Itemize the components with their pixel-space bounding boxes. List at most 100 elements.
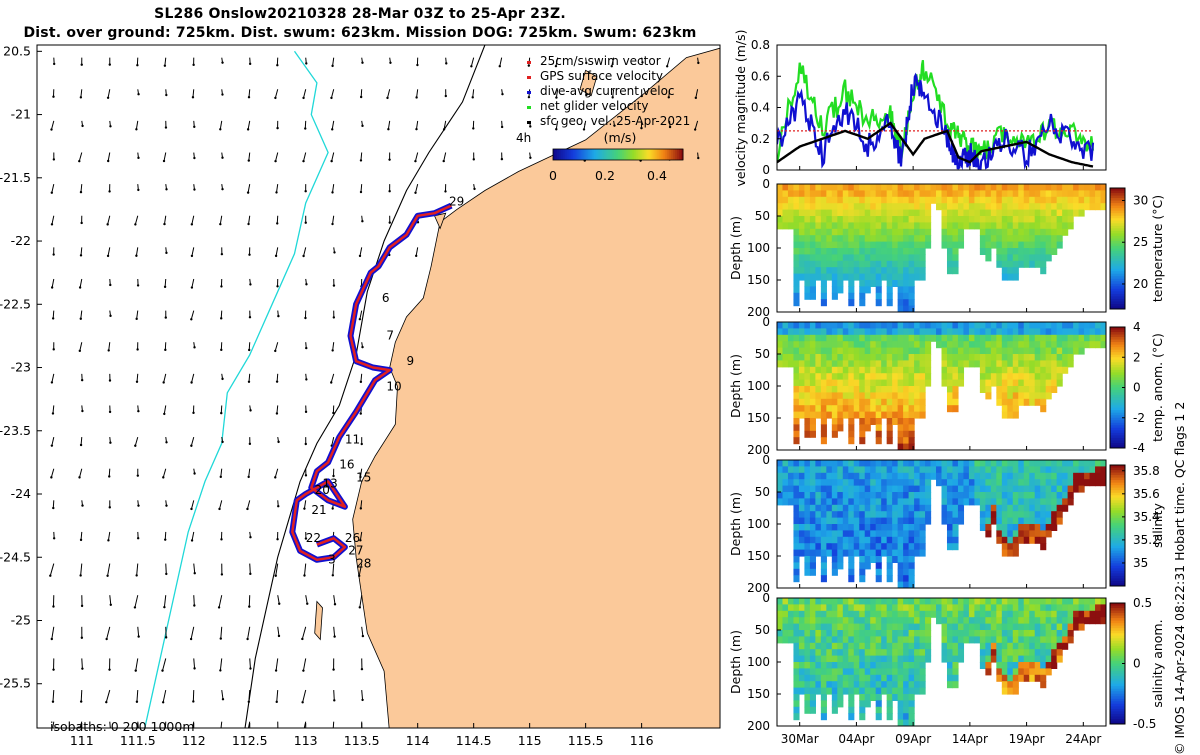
section-cell [1018,604,1024,611]
section-cell [848,624,854,631]
section-cell [985,190,991,197]
section-cell [804,636,810,643]
section-cell [991,354,997,361]
section-cell [854,498,860,505]
section-cell [810,511,816,518]
section-cell [854,624,860,631]
section-cell [936,466,942,473]
section-cell [848,604,854,611]
section-cell [909,713,915,720]
section-cell [832,431,838,438]
section-cell [903,505,909,512]
section-cell [876,203,882,210]
section-cell [777,184,783,191]
velocity-arrow-head [249,283,251,285]
section-cell [876,479,882,486]
section-cell [1090,604,1096,611]
section-cell [810,556,816,563]
section-cell [892,662,898,669]
section-cell [837,412,843,419]
section-cell [870,479,876,486]
section-cell [952,511,958,518]
velocity-arrow-head [190,638,192,640]
section-cell [969,460,975,467]
section-cell [920,412,926,419]
section-cell [793,700,799,707]
section-cell [1062,604,1068,611]
section-cell [1013,479,1019,486]
section-cell [782,216,788,223]
section-cell [980,460,986,467]
section-cell [996,460,1002,467]
section-cell [974,466,980,473]
section-cell [920,656,926,663]
section-ytick-label: 50 [755,485,770,499]
section-cell [1068,216,1074,223]
section-cell [870,418,876,425]
section-cell [892,630,898,637]
section-cell [952,267,958,274]
section-cell [1079,598,1085,605]
section-cell [821,203,827,210]
section-cell [931,184,937,191]
section-ylabel: Depth (m) [728,216,743,280]
section-cell [920,505,926,512]
section-cell [958,216,964,223]
velocity-arrow-head [51,192,53,194]
section-cell [859,274,865,281]
section-cell [969,630,975,637]
section-cell [920,681,926,688]
section-cell [1057,460,1063,467]
section-cell [1095,479,1101,486]
velocity-arrow-head [276,222,278,224]
section-cell [793,569,799,576]
section-cell [837,617,843,624]
section-cell [848,543,854,550]
section-cell [881,354,887,361]
section-cell [793,418,799,425]
section-cell [963,190,969,197]
section-cell [1062,360,1068,367]
section-cell [958,649,964,656]
section-cell [870,636,876,643]
section-cell [777,328,783,335]
section-cell [859,668,865,675]
section-cell [898,530,904,537]
section-cell [1051,598,1057,605]
section-cell [865,248,871,255]
section-cell [865,643,871,650]
section-cell [1018,524,1024,531]
velocity-arrow-head [222,698,224,700]
section-cell [793,556,799,563]
section-cell [925,322,931,329]
section-cell [865,280,871,287]
section-cell [815,624,821,631]
section-cell [1062,348,1068,355]
section-cell [920,274,926,281]
section-cell [777,197,783,204]
section-cell [865,460,871,467]
section-ytick-label: 150 [747,273,770,287]
section-cell [1062,486,1068,493]
section-cell [865,335,871,342]
section-cell [821,197,827,204]
section-cell [903,473,909,480]
velocity-arrow-head [331,191,333,193]
section-cell [903,190,909,197]
section-cell [1040,229,1046,236]
section-cell [815,486,821,493]
section-cell [914,598,920,605]
section-cell [810,498,816,505]
section-cell [1002,360,1008,367]
section-cell [859,299,865,306]
section-cell [837,550,843,557]
section-cell [777,598,783,605]
section-cell [876,380,882,387]
section-cell [991,335,997,342]
section-cell [903,460,909,467]
section-cell [832,424,838,431]
section-cell [963,617,969,624]
section-cell [947,649,953,656]
section-cell [942,322,948,329]
